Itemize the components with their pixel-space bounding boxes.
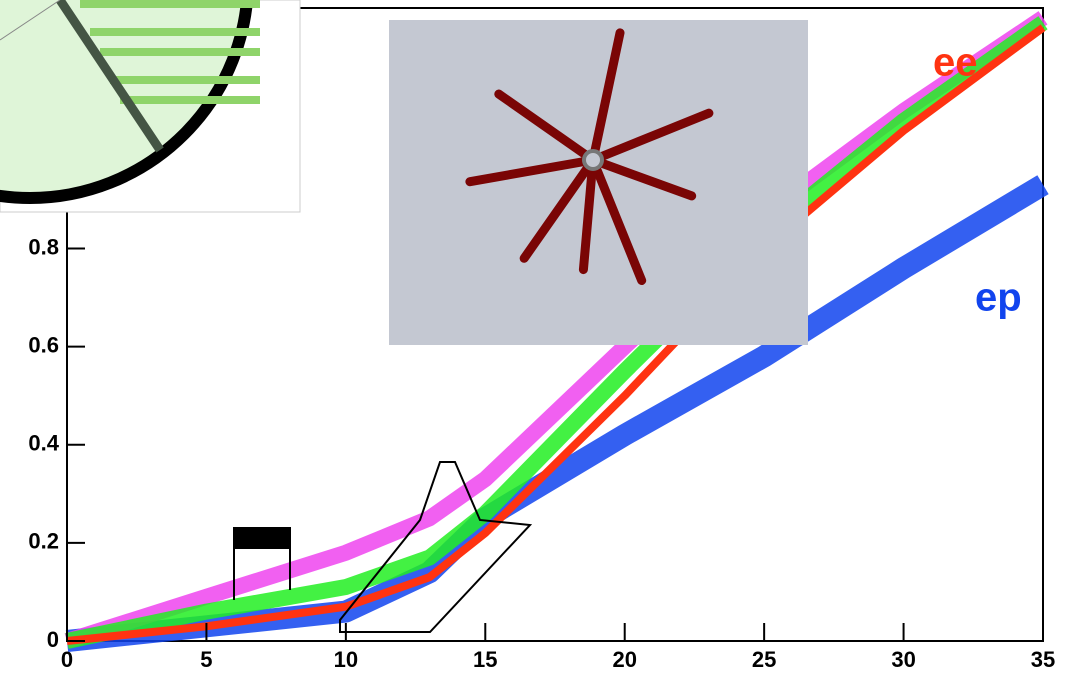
x-tick-label: 10 [334, 647, 358, 672]
curve-label: ep [975, 276, 1022, 320]
y-tick-label: 0.4 [28, 431, 59, 456]
chart: ee ep 0 5 10 15 20 25 30 35 0 0.2 0.4 0.6 0.8 [0, 0, 1069, 673]
x-tick-label: 0 [61, 647, 73, 672]
y-tick-label: 0.8 [28, 234, 59, 259]
x-tick-label: 35 [1031, 647, 1055, 672]
inset-event-display [389, 20, 808, 345]
x-tick-label: 30 [891, 647, 915, 672]
x-tick-label: 25 [752, 647, 776, 672]
curve-label: ee [933, 41, 978, 85]
y-tick-label: 0 [47, 627, 59, 652]
page: {"chart_data": { "type": "line", "xlim":… [0, 0, 1069, 673]
inset-detector [0, 0, 300, 212]
x-tick-label: 5 [200, 647, 212, 672]
y-tick-label: 0.6 [28, 332, 59, 357]
x-tick-label: 15 [473, 647, 497, 672]
y-tick-label: 0.2 [28, 529, 59, 554]
x-tick-label: 20 [612, 647, 636, 672]
